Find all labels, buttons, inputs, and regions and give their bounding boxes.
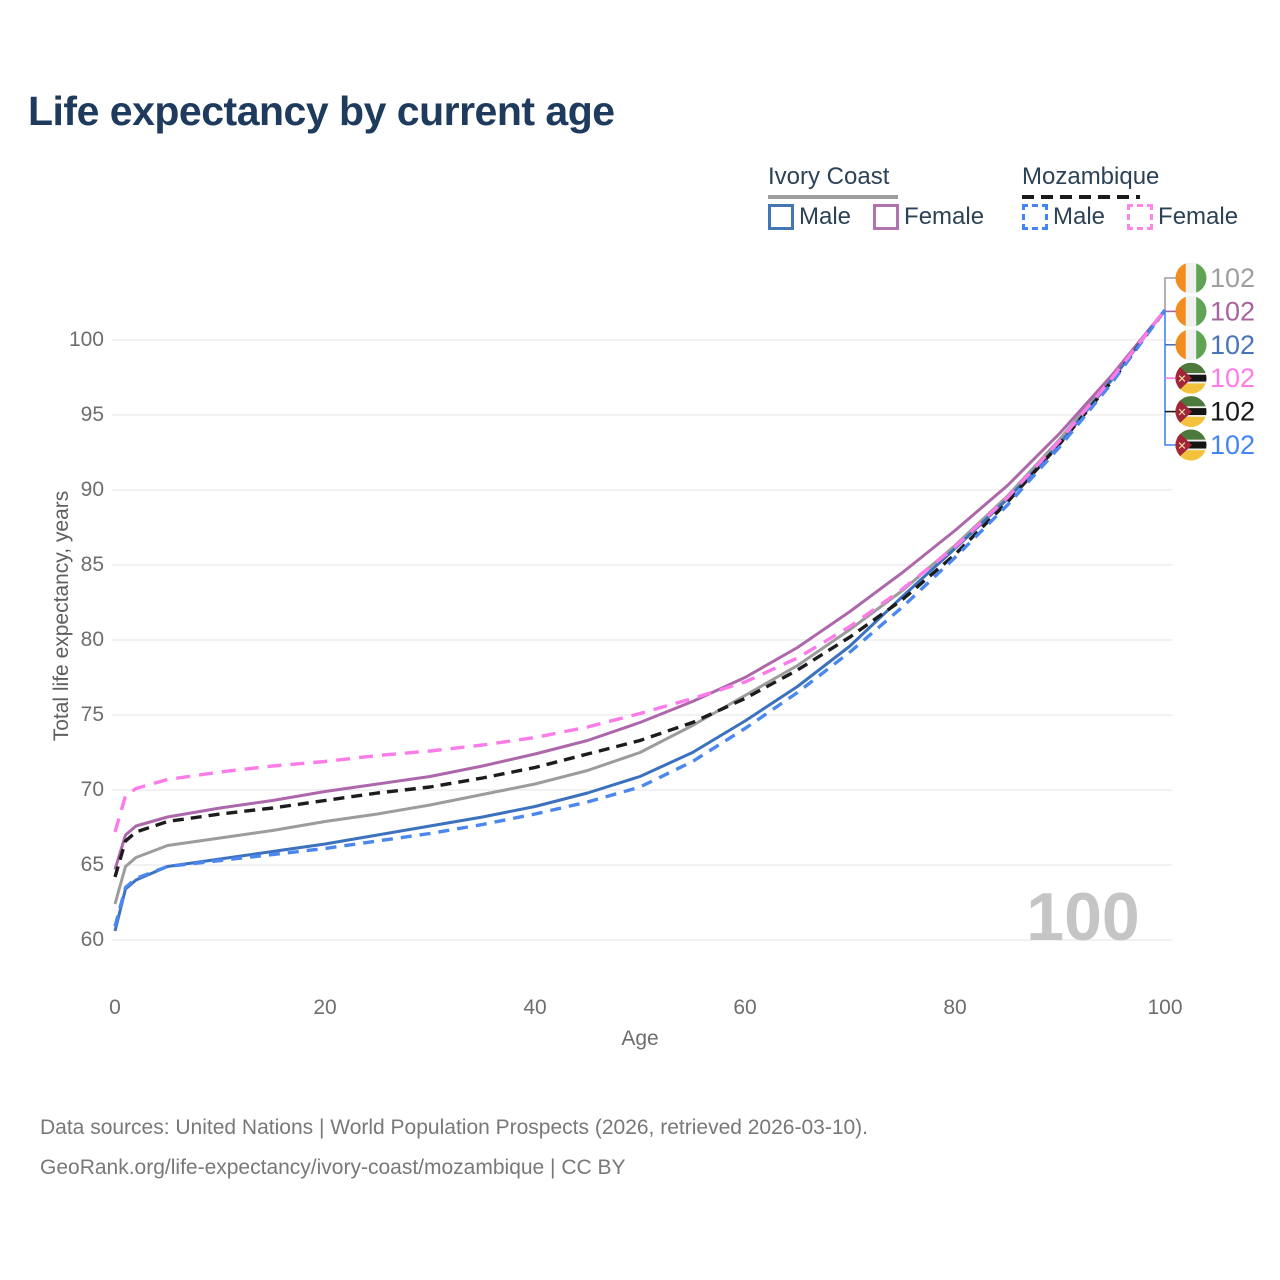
page-title: Life expectancy by current age: [28, 88, 615, 134]
connector-mozambique-male: [1164, 310, 1176, 446]
connector-ivory-coast-both: [1164, 277, 1176, 310]
legend-row-mozambique: Male Female: [1022, 203, 1260, 231]
legend-underline-ivory-coast-solid-line: [768, 195, 898, 199]
mozambique-flag-icon: ✕: [1175, 362, 1207, 394]
legend-label-male: Male: [1053, 203, 1106, 230]
series-line-mozambique-female[interactable]: [113, 308, 1167, 833]
legend-group-ivory-coast: Ivory Coast: [768, 163, 898, 199]
mozambique-male-swatch-icon[interactable]: [1022, 204, 1048, 230]
ivory-coast-female-swatch-icon[interactable]: [873, 204, 900, 230]
ivory-coast-male-swatch-icon[interactable]: [768, 204, 794, 230]
series-line-ivory-coast-male[interactable]: [113, 309, 1167, 932]
y-tick-label-85: 85: [80, 553, 104, 576]
legend-label-male: Male: [799, 203, 852, 230]
x-tick-label-20: 20: [313, 996, 337, 1019]
series-line-mozambique-male[interactable]: [113, 308, 1167, 927]
mozambique-emblem-star-icon: ✕: [1177, 374, 1186, 386]
y-tick-label-80: 80: [80, 628, 104, 651]
legend-item-mozambique-female[interactable]: Female: [1127, 203, 1238, 231]
legend-group-mozambique: Mozambique: [1022, 163, 1159, 199]
x-tick-label-40: 40: [523, 996, 547, 1019]
y-tick-label-95: 95: [80, 403, 104, 426]
data-sources-footer: Data sources: United Nations | World Pop…: [40, 1108, 868, 1188]
footer-line-2[interactable]: GeoRank.org/life-expectancy/ivory-coast/…: [40, 1156, 626, 1179]
legend-item-ivory-coast-male[interactable]: Male: [768, 203, 851, 231]
x-tick-label-80: 80: [943, 996, 967, 1019]
legend-item-ivory-coast-female[interactable]: Female: [873, 203, 984, 231]
y-tick-label-100: 100: [68, 328, 104, 351]
mozambique-female-swatch-icon[interactable]: [1127, 204, 1154, 230]
end-value-label: 102: [1210, 330, 1255, 360]
legend-label-female: Female: [1158, 203, 1239, 230]
y-tick-label-70: 70: [80, 778, 104, 801]
age-watermark: 100: [1026, 879, 1139, 955]
ivory-coast-flag-icon: [1175, 329, 1207, 361]
mozambique-emblem-star-icon: ✕: [1177, 407, 1186, 419]
y-tick-label-75: 75: [80, 703, 104, 726]
ivory-coast-flag-icon: [1175, 262, 1207, 294]
y-tick-label-90: 90: [80, 478, 104, 501]
end-value-label: 102: [1210, 397, 1255, 427]
end-value-label: 102: [1210, 430, 1255, 460]
mozambique-emblem-star-icon: ✕: [1177, 441, 1186, 453]
series-line-ivory-coast-both-sexes[interactable]: [113, 309, 1167, 905]
legend-row-ivory-coast: Male Female: [768, 203, 1006, 231]
legend-underline-mozambique-dashed-line: [1022, 195, 1140, 199]
series-line-ivory-coast-female[interactable]: [113, 309, 1167, 870]
series-line-mozambique-both-sexes[interactable]: [113, 308, 1167, 878]
legend-country-mozambique[interactable]: Mozambique: [1022, 163, 1160, 190]
y-tick-label-60: 60: [80, 928, 104, 951]
legend-label-female: Female: [904, 203, 985, 230]
mozambique-flag-icon: ✕: [1175, 429, 1207, 461]
y-tick-label-65: 65: [80, 853, 104, 876]
end-value-label: 102: [1210, 263, 1255, 293]
end-value-label: 102: [1210, 296, 1255, 326]
end-value-label: 102: [1210, 363, 1255, 393]
x-tick-label-0: 0: [109, 996, 121, 1019]
legend-country-ivory-coast[interactable]: Ivory Coast: [768, 163, 890, 190]
x-tick-label-60: 60: [733, 996, 757, 1019]
ivory-coast-flag-icon: [1175, 295, 1207, 327]
x-tick-label-100: 100: [1147, 996, 1183, 1019]
legend-item-mozambique-male[interactable]: Male: [1022, 203, 1105, 231]
mozambique-flag-icon: ✕: [1175, 396, 1207, 428]
x-axis-title: Age: [621, 1027, 659, 1050]
footer-line-1: Data sources: United Nations | World Pop…: [40, 1116, 869, 1139]
